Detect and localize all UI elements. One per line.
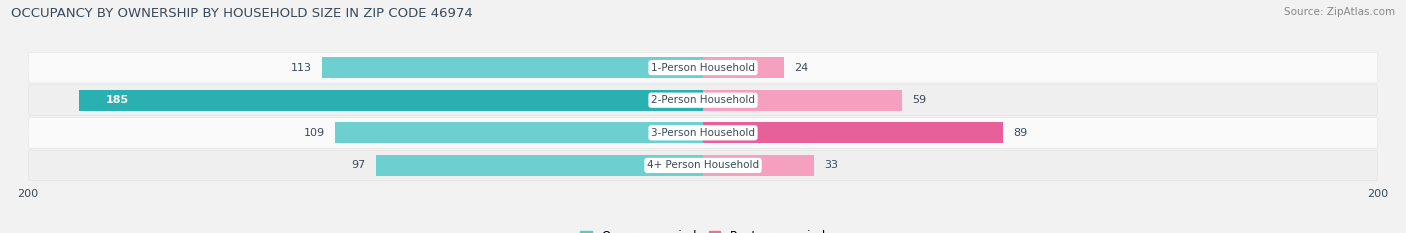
FancyBboxPatch shape bbox=[28, 150, 1378, 181]
Bar bbox=[703, 122, 1004, 143]
Bar bbox=[79, 89, 703, 111]
Bar bbox=[375, 155, 703, 176]
Text: 2-Person Household: 2-Person Household bbox=[651, 95, 755, 105]
Bar bbox=[322, 57, 703, 78]
Text: OCCUPANCY BY OWNERSHIP BY HOUSEHOLD SIZE IN ZIP CODE 46974: OCCUPANCY BY OWNERSHIP BY HOUSEHOLD SIZE… bbox=[11, 7, 472, 20]
Text: Source: ZipAtlas.com: Source: ZipAtlas.com bbox=[1284, 7, 1395, 17]
FancyBboxPatch shape bbox=[28, 85, 1378, 116]
Legend: Owner-occupied, Renter-occupied: Owner-occupied, Renter-occupied bbox=[575, 225, 831, 233]
Bar bbox=[703, 155, 814, 176]
Text: 97: 97 bbox=[352, 161, 366, 170]
Text: 113: 113 bbox=[291, 63, 312, 72]
Text: 3-Person Household: 3-Person Household bbox=[651, 128, 755, 138]
Bar bbox=[335, 122, 703, 143]
Text: 89: 89 bbox=[1014, 128, 1028, 138]
Text: 109: 109 bbox=[304, 128, 325, 138]
Bar bbox=[703, 89, 903, 111]
Text: 1-Person Household: 1-Person Household bbox=[651, 63, 755, 72]
FancyBboxPatch shape bbox=[28, 117, 1378, 148]
Bar bbox=[703, 57, 785, 78]
Text: 4+ Person Household: 4+ Person Household bbox=[647, 161, 759, 170]
FancyBboxPatch shape bbox=[28, 52, 1378, 83]
Text: 33: 33 bbox=[824, 161, 838, 170]
Text: 59: 59 bbox=[912, 95, 927, 105]
Text: 24: 24 bbox=[794, 63, 808, 72]
Text: 185: 185 bbox=[105, 95, 129, 105]
